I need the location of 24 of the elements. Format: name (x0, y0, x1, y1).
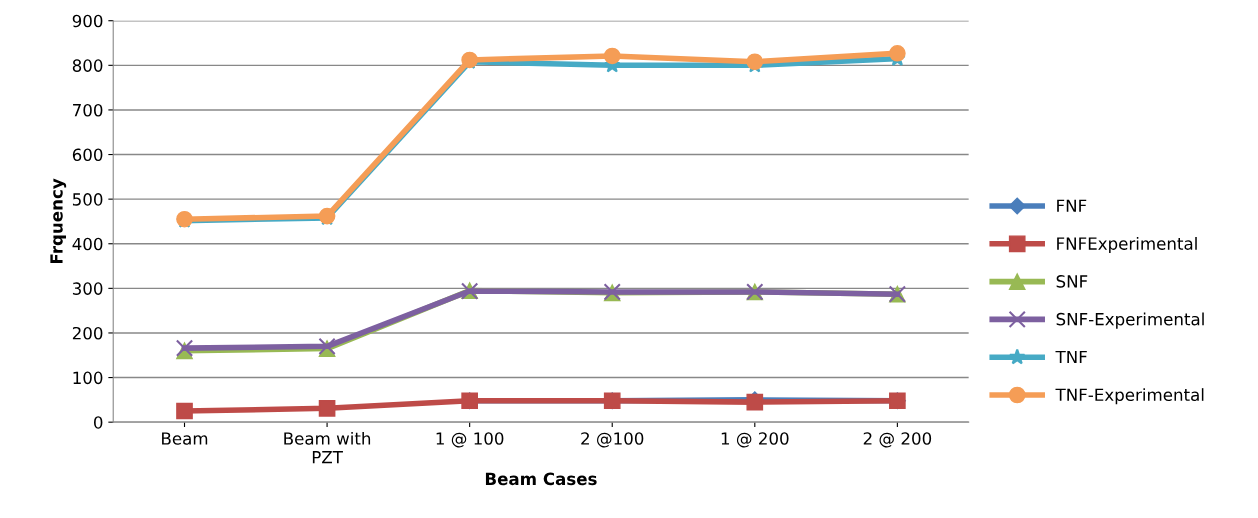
legend-label: SNF (1056, 275, 1088, 288)
x-tick-label: 2 @ 200 (863, 432, 932, 448)
y-tick-label: 700 (73, 103, 103, 117)
y-tick-label: 0 (93, 416, 103, 429)
y-tick-label: 400 (72, 237, 103, 251)
x-tick-label: Beam (162, 432, 208, 445)
x-axis-title: Beam Cases (485, 472, 597, 486)
y-tick-label: 300 (72, 282, 103, 295)
x-tick-label: Beam with PZT (284, 431, 371, 464)
y-tick-label: 600 (72, 148, 103, 162)
y-tick-label: 100 (73, 371, 103, 385)
x-tick-label: 1 @ 200 (721, 432, 789, 448)
y-tick-label: 500 (72, 193, 103, 206)
legend-label: FNFExperimental (1057, 236, 1197, 254)
legend-label: TNF-Experimental (1055, 388, 1204, 405)
y-tick-label: 800 (72, 59, 103, 72)
x-tick-label: 2 @100 (581, 432, 644, 448)
legend-label: SNF-Experimental (1056, 312, 1204, 329)
legend-label: FNF (1057, 199, 1087, 212)
x-tick-label: 1 @ 100 (436, 432, 504, 448)
legend-label: TNF (1055, 350, 1087, 364)
y-axis-title: Frquency (50, 178, 67, 264)
y-tick-label: 900 (72, 14, 103, 28)
y-tick-label: 200 (72, 326, 103, 340)
